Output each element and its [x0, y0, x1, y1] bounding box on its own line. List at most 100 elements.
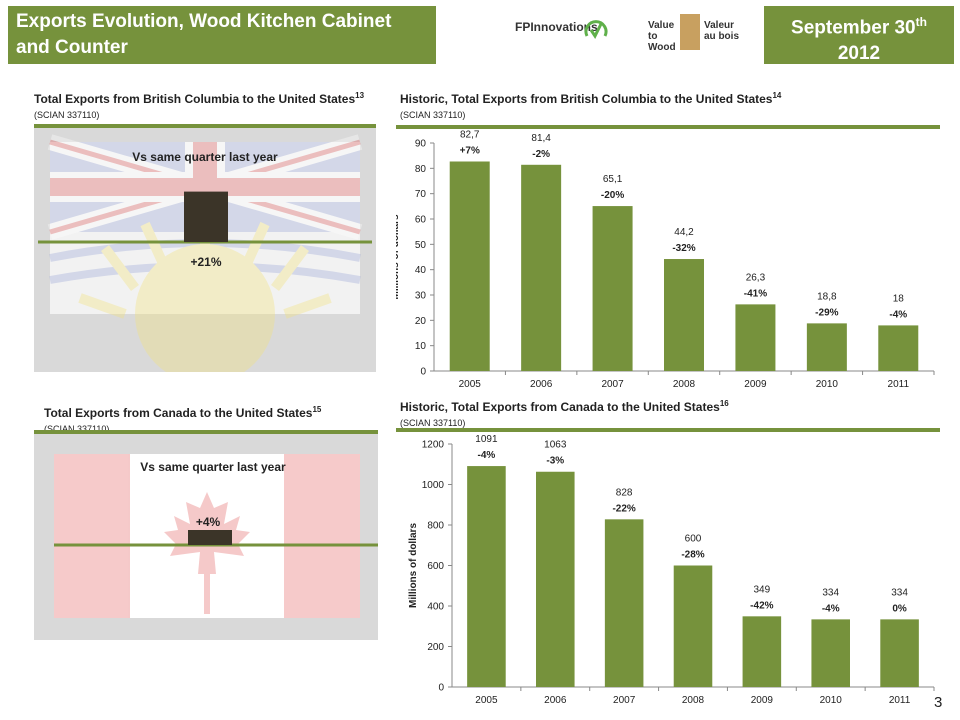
- bar-value-label: 334: [822, 587, 839, 598]
- y-tick-label: 80: [415, 164, 427, 175]
- report-date-month: September 30: [791, 17, 916, 39]
- bar-change-label: -29%: [815, 307, 838, 318]
- y-tick-label: 60: [415, 215, 427, 226]
- x-tick-label: 2011: [888, 379, 910, 390]
- x-tick-label: 2006: [530, 379, 553, 390]
- report-date: September 30th 2012: [764, 6, 954, 64]
- x-tick-label: 2009: [744, 379, 767, 390]
- bar: [878, 325, 919, 371]
- x-tick-label: 2008: [682, 695, 705, 706]
- bc-chart-title-text: Historic, Total Exports from British Col…: [400, 92, 773, 106]
- bar: [742, 616, 782, 687]
- y-tick-label: 30: [415, 291, 427, 302]
- bc-panel-title-text: Total Exports from British Columbia to t…: [34, 92, 356, 106]
- y-tick-label: 400: [427, 602, 444, 613]
- ca-panel-rule: [34, 430, 378, 434]
- y-tick-label: 0: [420, 367, 426, 378]
- valeur-au-bois-logo: Valeur au bois: [704, 20, 740, 42]
- canada-flag-graphic: [54, 454, 360, 618]
- ca-panel: [34, 434, 378, 640]
- bar-change-label: -22%: [612, 503, 635, 514]
- y-tick-label: 10: [415, 341, 427, 352]
- bar-change-label: +7%: [460, 145, 480, 156]
- bar: [806, 323, 847, 371]
- report-date-suffix: th: [915, 15, 927, 29]
- fpinnovations-mark-icon: [584, 20, 608, 39]
- bar-value-label: 1091: [475, 434, 498, 445]
- fpinnovations-logo: FPInnovations: [515, 20, 598, 34]
- ca-panel-code: (SCIAN 337110): [44, 424, 110, 434]
- page-title: Exports Evolution, Wood Kitchen Cabinet …: [8, 6, 436, 64]
- bar: [521, 164, 562, 371]
- bar-value-label: 26,3: [746, 272, 766, 283]
- bar-change-label: -4%: [822, 603, 840, 614]
- y-tick-label: 70: [415, 189, 427, 200]
- y-tick-label: 40: [415, 265, 427, 276]
- x-tick-label: 2011: [889, 695, 911, 706]
- x-tick-label: 2006: [544, 695, 567, 706]
- bar-change-label: -2%: [532, 149, 550, 160]
- bar-change-label: -4%: [478, 450, 496, 461]
- bar-value-label: 44,2: [674, 227, 694, 238]
- bc-panel-code: (SCIAN 337110): [34, 110, 100, 120]
- bar-value-label: 81,4: [531, 133, 551, 144]
- bc-chart-title: Historic, Total Exports from British Col…: [400, 88, 940, 123]
- ca-chart-ref: 16: [719, 399, 729, 408]
- x-tick-label: 2005: [475, 695, 498, 706]
- ca-panel-title-text: Total Exports from Canada to the United …: [44, 406, 313, 420]
- y-tick-label: 1200: [422, 440, 445, 451]
- bar: [592, 206, 633, 371]
- ca-change-chart: +4%: [54, 515, 378, 547]
- x-tick-label: 2009: [751, 695, 774, 706]
- bar-value-label: 65,1: [603, 174, 623, 185]
- bar-change-label: 0%: [892, 603, 907, 614]
- x-tick-label: 2005: [459, 379, 482, 390]
- y-tick-label: 90: [415, 139, 427, 150]
- bar-value-label: 828: [616, 487, 633, 498]
- ca-vs-label: Vs same quarter last year: [140, 460, 286, 474]
- bar-change-label: -20%: [601, 190, 624, 201]
- y-tick-label: 1000: [422, 480, 445, 491]
- bc-panel-rule: [34, 124, 376, 128]
- bar-change-label: -32%: [672, 243, 695, 254]
- bc-change-bar: [184, 191, 228, 242]
- x-tick-label: 2010: [816, 379, 839, 390]
- bar: [880, 619, 919, 687]
- bar: [536, 471, 575, 687]
- bc-change-chart: +21%: [38, 191, 372, 269]
- bar-value-label: 349: [754, 584, 771, 595]
- bar: [811, 619, 850, 687]
- ca-panel-ref: 15: [312, 405, 322, 414]
- y-axis-label: Millions of dollars: [396, 214, 401, 299]
- bar-value-label: 600: [685, 534, 702, 545]
- ca-chart-subtitle: (SCIAN 337110): [400, 418, 466, 428]
- bc-panel-ref: 13: [355, 91, 365, 100]
- bar-change-label: -42%: [750, 600, 773, 611]
- bar-change-label: -4%: [889, 309, 907, 320]
- ca-historic-chart: 0 200 400 600 800 1000 1200 Millions of dollars…: [408, 434, 935, 706]
- bc-change-label: +21%: [190, 255, 221, 269]
- bar: [673, 565, 713, 687]
- y-tick-label: 600: [427, 561, 444, 572]
- bar: [604, 519, 644, 687]
- x-tick-label: 2010: [820, 695, 843, 706]
- page-number: 3: [934, 694, 943, 711]
- bar-value-label: 18: [893, 293, 905, 304]
- bar-change-label: -28%: [681, 550, 704, 561]
- bc-chart-ref: 14: [772, 91, 782, 100]
- ca-change-label: +4%: [196, 515, 221, 529]
- value-to-wood-mark-icon: [680, 14, 700, 50]
- ca-panel-title: Total Exports from Canada to the United …: [44, 402, 384, 437]
- y-axis-label: Millions of dollars: [408, 523, 419, 608]
- bc-vs-label: Vs same quarter last year: [132, 150, 278, 164]
- y-tick-label: 200: [427, 642, 444, 653]
- ca-chart-title: Historic, Total Exports from Canada to t…: [400, 396, 940, 431]
- bar: [664, 259, 704, 371]
- y-tick-label: 20: [415, 316, 427, 327]
- report-date-year: 2012: [837, 43, 881, 65]
- bar-change-label: -3%: [546, 456, 564, 467]
- bar-value-label: 82,7: [460, 130, 480, 140]
- bar-value-label: 18,8: [817, 291, 837, 302]
- ca-change-bar: [188, 530, 232, 545]
- bar-value-label: 1063: [544, 440, 567, 451]
